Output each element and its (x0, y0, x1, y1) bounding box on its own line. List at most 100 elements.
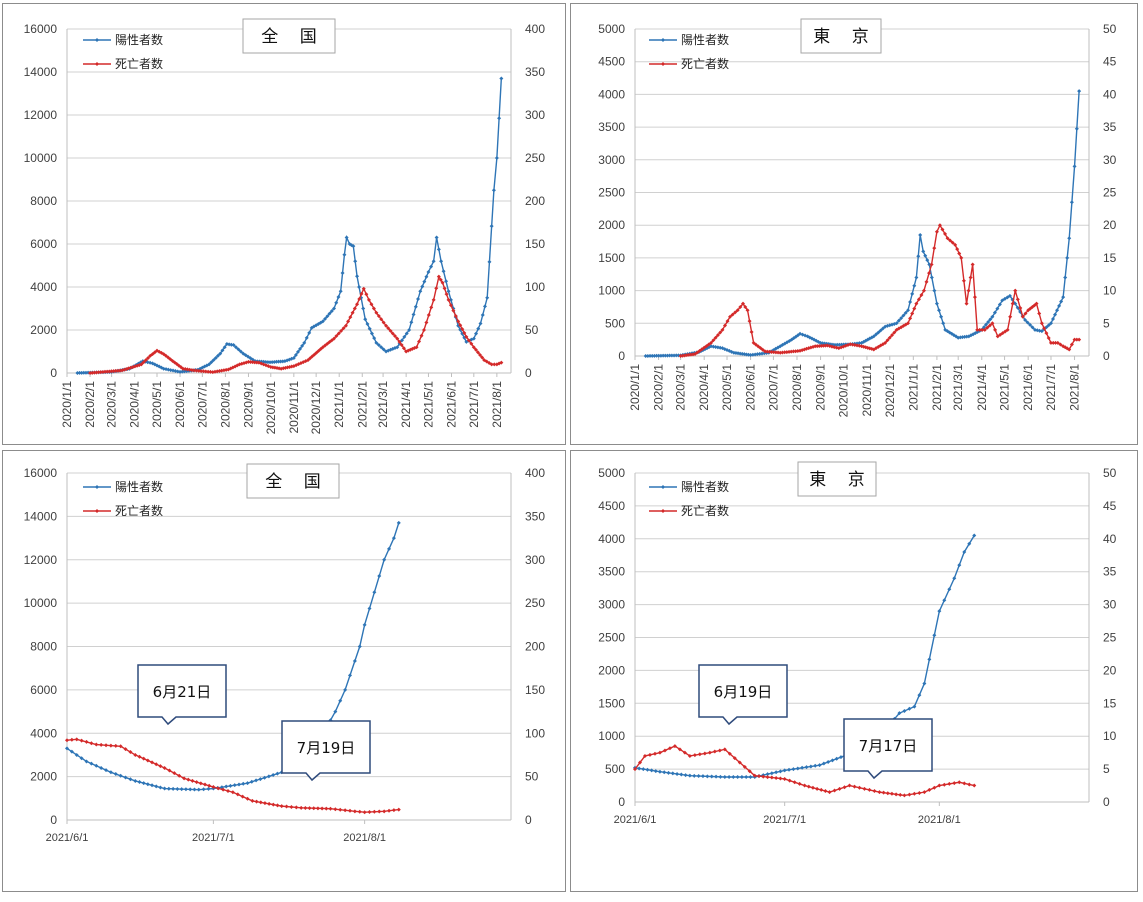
data-point-marker (336, 331, 341, 336)
data-point-marker (141, 756, 146, 761)
y-left-tick-label: 1500 (598, 251, 625, 265)
data-point-marker (323, 316, 328, 321)
y-right-tick-label: 35 (1103, 565, 1117, 579)
data-point-marker (289, 804, 294, 809)
data-point-marker (774, 776, 779, 781)
data-point-marker (1023, 311, 1028, 316)
data-point-marker (667, 746, 672, 751)
y-right-tick-label: 250 (525, 596, 545, 610)
data-point-marker (491, 188, 496, 193)
y-left-tick-label: 4000 (30, 280, 57, 294)
chart-title: 東 京 (809, 470, 872, 490)
data-point-marker (431, 297, 436, 302)
y-right-tick-label: 5 (1103, 316, 1110, 330)
data-point-marker (921, 249, 926, 254)
data-point-marker (376, 343, 381, 348)
data-point-marker (937, 783, 942, 788)
data-point-marker (69, 749, 74, 754)
data-point-marker (802, 783, 807, 788)
data-point-marker (730, 312, 735, 317)
data-point-marker (797, 781, 802, 786)
data-point-marker (718, 330, 723, 335)
data-point-marker (275, 803, 280, 808)
legend-marker (95, 509, 99, 513)
data-point-marker (1003, 329, 1008, 334)
x-tick-label: 2020/8/1 (790, 364, 804, 411)
data-point-marker (752, 773, 757, 778)
data-point-marker (489, 362, 494, 367)
data-point-marker (81, 370, 86, 375)
data-point-marker (441, 269, 446, 274)
y-right-tick-label: 400 (525, 22, 545, 36)
data-point-marker (657, 750, 662, 755)
data-point-marker (653, 769, 658, 774)
data-point-marker (1025, 320, 1030, 325)
data-point-marker (75, 371, 80, 375)
data-point-marker (782, 350, 787, 355)
data-point-marker (367, 809, 372, 814)
data-point-marker (826, 759, 831, 764)
data-point-marker (842, 785, 847, 790)
data-point-marker (832, 345, 837, 350)
data-point-marker (1037, 311, 1042, 316)
legend-label: 死亡者数 (115, 503, 163, 518)
data-point-marker (894, 321, 899, 326)
data-point-marker (198, 781, 203, 786)
data-point-marker (211, 358, 216, 363)
data-point-marker (1000, 298, 1005, 303)
data-point-marker (284, 804, 289, 809)
y-left-tick-label: 4500 (598, 499, 625, 513)
data-point-marker (1000, 331, 1005, 336)
data-point-marker (104, 743, 109, 748)
x-tick-label: 2020/6/1 (744, 364, 758, 411)
data-point-marker (722, 747, 727, 752)
data-point-marker (990, 314, 995, 319)
data-point-marker (932, 785, 937, 790)
data-point-marker (881, 790, 886, 795)
data-point-marker (725, 319, 730, 324)
y-right-tick-label: 0 (1103, 795, 1110, 809)
y-right-tick-label: 25 (1103, 186, 1117, 200)
data-point-marker (464, 334, 469, 339)
data-point-marker (65, 746, 69, 751)
data-point-marker (346, 319, 351, 324)
data-point-marker (381, 347, 386, 352)
data-point-marker (841, 344, 846, 349)
chart-title-box (242, 18, 336, 54)
data-point-marker (916, 297, 921, 302)
data-point-marker (145, 758, 150, 763)
data-point-marker (677, 747, 682, 752)
data-point-marker (957, 251, 962, 256)
data-point-marker (985, 325, 990, 330)
data-point-marker (254, 799, 259, 804)
chart-title-box (800, 18, 882, 54)
y-left-tick-label: 2000 (30, 770, 57, 784)
data-point-marker (782, 768, 787, 773)
data-point-marker (1008, 314, 1013, 319)
data-point-marker (388, 328, 393, 333)
data-point-marker (451, 308, 456, 313)
data-point-marker (791, 336, 796, 341)
data-point-marker (436, 274, 441, 279)
data-point-marker (923, 253, 928, 258)
data-point-marker (108, 743, 113, 748)
data-point-marker (738, 304, 743, 309)
data-point-marker (874, 332, 879, 337)
data-point-marker (778, 769, 783, 774)
data-point-marker (918, 233, 923, 238)
y-right-tick-label: 35 (1103, 120, 1117, 134)
data-point-marker (1046, 336, 1051, 341)
data-point-marker (401, 346, 406, 351)
data-point-marker (232, 783, 237, 788)
data-point-marker (1018, 306, 1023, 311)
data-point-marker (739, 774, 744, 779)
data-point-marker (298, 346, 303, 351)
data-point-marker (254, 360, 259, 365)
data-point-marker (815, 344, 820, 349)
y-left-tick-label: 16000 (24, 22, 58, 36)
data-point-marker (929, 262, 934, 267)
data-point-marker (633, 767, 637, 772)
data-point-marker (780, 342, 785, 347)
data-point-marker (1051, 340, 1056, 345)
x-tick-label: 2020/2/1 (83, 381, 97, 428)
